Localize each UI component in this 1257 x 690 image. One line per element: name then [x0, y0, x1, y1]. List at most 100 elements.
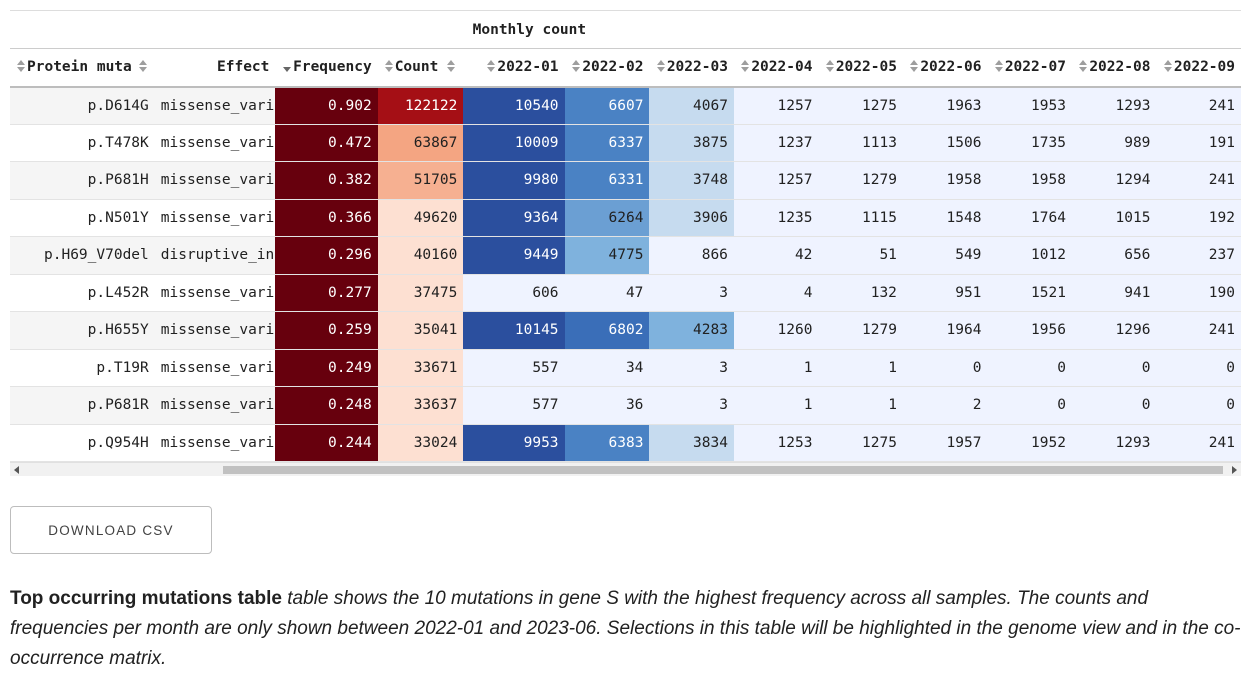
month-count-cell: 241 [1156, 311, 1241, 349]
month-count-cell: 1958 [902, 161, 988, 199]
sort-icon[interactable] [825, 60, 834, 73]
table-row[interactable]: p.L452R missense_vari 0.277 37475 606 47 3 4 132… [10, 274, 1241, 312]
month-count-cell: 4 [733, 274, 819, 312]
column-header-2022-07[interactable]: 2022-07 [987, 49, 1072, 87]
scroll-right-arrow-icon[interactable] [1232, 466, 1237, 474]
scrollbar-thumb[interactable] [223, 466, 1223, 474]
month-count-cell: 606 [463, 274, 565, 312]
sort-descending-icon[interactable] [282, 60, 292, 73]
count-cell: 63867 [377, 124, 464, 162]
sort-icon[interactable] [16, 60, 25, 73]
column-header-2022-06[interactable]: 2022-06 [903, 49, 988, 87]
month-count-cell: 2 [902, 386, 988, 424]
column-header-2022-02[interactable]: 2022-02 [565, 49, 650, 87]
scroll-left-arrow-icon[interactable] [14, 466, 19, 474]
sort-icon[interactable] [909, 60, 919, 73]
mutation-cell: p.H69_V70del [10, 236, 155, 274]
column-header-count[interactable]: Count [378, 49, 464, 87]
effect-cell: missense_vari [160, 134, 275, 151]
table-row[interactable]: p.T19R missense_vari 0.249 33671 557 34 3 1 1 0 0 0… [10, 349, 1241, 387]
effect-cell: missense_vari [160, 209, 275, 226]
column-header-2022-09[interactable]: 2022-09 [1156, 49, 1241, 87]
horizontal-scrollbar[interactable] [10, 462, 1241, 476]
month-count-cell: 1260 [733, 311, 819, 349]
table-row[interactable]: p.Q954H missense_vari 0.244 33024 9953 6383 38… [10, 424, 1241, 462]
month-count-cell: 3748 [649, 161, 734, 199]
table-row[interactable]: p.N501Y missense_vari 0.366 49620 9364 6264 39… [10, 199, 1241, 237]
month-count-cell: 1964 [902, 311, 988, 349]
table-row[interactable]: p.T478K missense_vari 0.472 63867 10009 6337 3… [10, 124, 1241, 162]
month-count-cell: 549 [902, 236, 988, 274]
column-header-label: 2022-08 [1089, 59, 1151, 76]
table-row[interactable]: p.H69_V70del disruptive_in 0.296 40160 9449 4… [10, 236, 1241, 274]
month-count-cell: 557 [463, 349, 565, 387]
month-count-cell: 577 [463, 386, 565, 424]
column-header-frequency[interactable]: Frequency [275, 49, 377, 87]
column-header-2022-05[interactable]: 2022-05 [818, 49, 903, 87]
column-header-2022-08[interactable]: 2022-08 [1072, 49, 1157, 87]
table-row[interactable]: p.D614G missense_vari 0.902 122122 10540 6607… [10, 86, 1241, 124]
caption-title: Top occurring mutations table [10, 588, 282, 609]
month-count-cell: 0 [1156, 349, 1241, 387]
month-count-cell: 190 [1156, 274, 1241, 312]
sort-icon[interactable] [486, 60, 496, 73]
count-cell: 122122 [377, 86, 464, 124]
month-count-cell: 1257 [733, 86, 819, 124]
month-count-cell: 4775 [564, 236, 650, 274]
effect-cell: missense_vari [160, 359, 275, 376]
month-count-cell: 191 [1156, 124, 1241, 162]
month-count-cell: 0 [1071, 349, 1157, 387]
column-header-2022-01[interactable]: 2022-01 [463, 49, 564, 87]
download-csv-button[interactable]: DOWNLOAD CSV [10, 506, 212, 554]
column-header-label: 2022-02 [582, 59, 644, 76]
sort-icon[interactable] [1163, 60, 1172, 73]
sort-icon[interactable] [994, 60, 1003, 73]
effect-cell: missense_vari [160, 284, 275, 301]
column-header-label: 2022-07 [1004, 59, 1066, 76]
sort-icon[interactable] [656, 60, 665, 73]
column-header-protein-muta[interactable]: Protein muta [10, 49, 155, 87]
month-count-cell: 1275 [818, 424, 903, 462]
table-row[interactable]: p.H655Y missense_vari 0.259 35041 10145 6802 4… [10, 311, 1241, 349]
frequency-cell: 0.277 [275, 274, 378, 312]
sort-icon[interactable] [571, 60, 581, 73]
column-header-2022-04[interactable]: 2022-04 [734, 49, 819, 87]
count-cell: 49620 [377, 199, 464, 237]
mutation-cell: p.P681R [10, 386, 155, 424]
month-count-cell: 1257 [733, 161, 819, 199]
column-header-label: 2022-05 [835, 59, 897, 76]
sort-icon[interactable] [446, 60, 456, 73]
month-count-cell: 34 [564, 349, 650, 387]
month-count-cell: 6264 [564, 199, 650, 237]
effect-cell: disruptive_in [154, 236, 276, 274]
table-row[interactable]: p.P681R missense_vari 0.248 33637 577 36 3 1 1 2 0… [10, 386, 1241, 424]
frequency-cell: 0.472 [275, 124, 378, 162]
month-count-cell: 241 [1156, 161, 1241, 199]
month-count-cell: 9449 [463, 236, 565, 274]
sort-icon[interactable] [384, 60, 393, 73]
table-row[interactable]: p.P681H missense_vari 0.382 51705 9980 6331 37… [10, 161, 1241, 199]
sort-icon[interactable] [1078, 60, 1088, 73]
month-count-cell: 3875 [649, 124, 734, 162]
month-count-cell: 6802 [564, 311, 650, 349]
month-count-cell: 1506 [902, 124, 988, 162]
table-scroll-area[interactable]: Monthly count Protein muta Effect Frequenc… [10, 10, 1241, 462]
month-count-cell: 3 [649, 274, 734, 312]
month-count-cell: 3834 [649, 424, 734, 462]
column-header-label: 2022-06 [920, 59, 982, 76]
column-header-effect[interactable]: Effect [155, 49, 276, 87]
column-header-2022-03[interactable]: 2022-03 [649, 49, 734, 87]
month-count-cell: 1279 [818, 311, 903, 349]
sort-icon[interactable] [138, 60, 147, 73]
month-count-cell: 1952 [987, 424, 1072, 462]
month-count-cell: 192 [1156, 199, 1241, 237]
month-count-cell: 241 [1156, 86, 1241, 124]
month-count-cell: 9980 [463, 161, 565, 199]
frequency-cell: 0.248 [275, 386, 378, 424]
month-count-cell: 1113 [818, 124, 903, 162]
month-count-cell: 3906 [649, 199, 734, 237]
count-cell: 33024 [377, 424, 464, 462]
column-header-label: Effect [217, 59, 270, 76]
sort-icon[interactable] [740, 60, 750, 73]
month-count-cell: 1 [818, 349, 903, 387]
